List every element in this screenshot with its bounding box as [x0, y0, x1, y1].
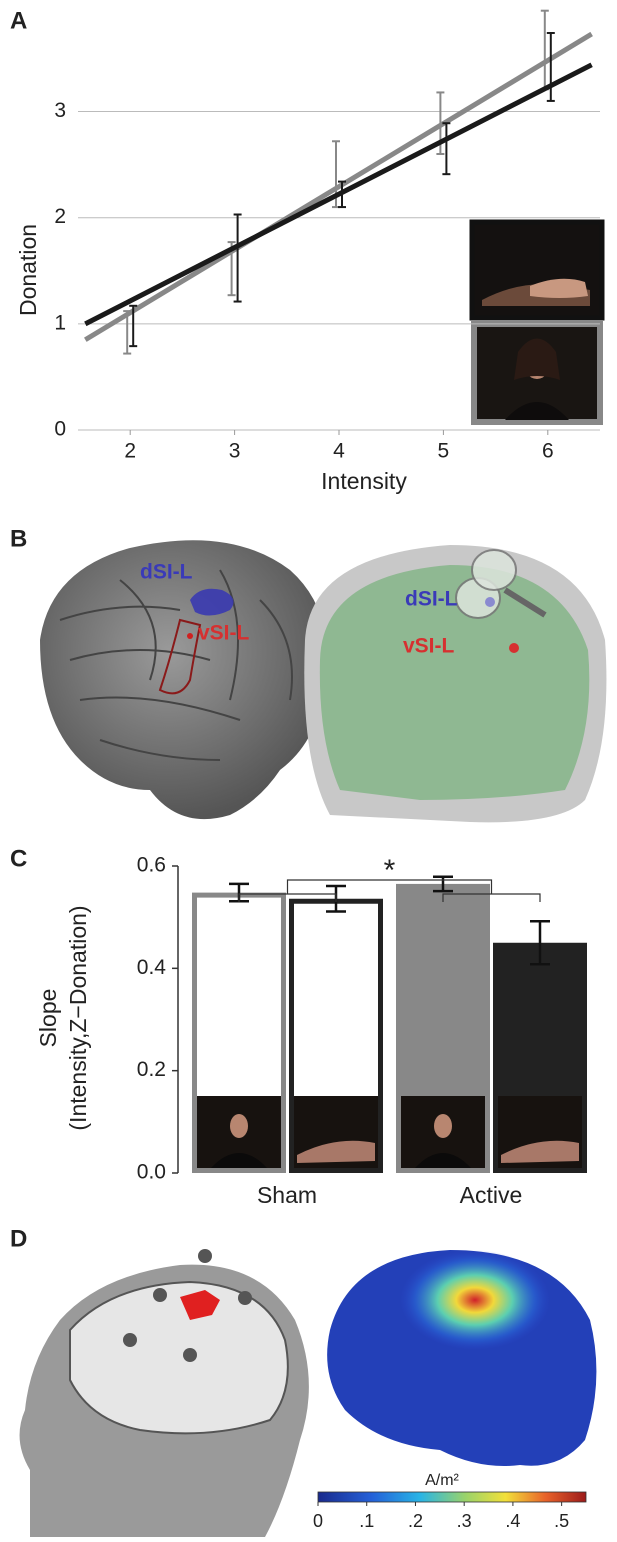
panel-label: B [10, 525, 27, 552]
inset-hand [469, 219, 605, 321]
thumbnail-face [230, 1114, 248, 1138]
error-bar [233, 213, 242, 303]
y-tick-label: 2 [54, 205, 66, 228]
region-label: dSI-L [140, 561, 193, 584]
colorbar-tick-label: .4 [505, 1511, 520, 1531]
error-bar [530, 920, 550, 966]
fit-line [84, 62, 593, 327]
error-bar [540, 9, 549, 91]
thumbnail-body [211, 1153, 267, 1168]
error-bar [442, 122, 451, 176]
inset-face [471, 321, 603, 425]
region-label: vSI-L [198, 622, 250, 645]
y-tick-label: 0.2 [137, 1058, 166, 1081]
bracket [286, 879, 493, 894]
x-tick-label: 2 [124, 440, 136, 463]
panel-label: C [10, 845, 27, 872]
thumbnail-hand [297, 1140, 375, 1163]
field-map [327, 1250, 597, 1466]
y-axis-label: Donation [15, 224, 41, 316]
y-tick-label: 0.4 [137, 956, 167, 979]
panel-label: D [10, 1225, 27, 1252]
fit-line [84, 31, 593, 342]
error-bar [129, 304, 138, 348]
y-tick-label: 0.6 [137, 854, 166, 877]
x-axis-label: Intensity [321, 468, 407, 494]
y-tick-label: 1 [54, 311, 66, 334]
colorbar-tick-label: .1 [359, 1511, 374, 1531]
y-axis-label: (Intensity,Z−Donation) [65, 905, 91, 1130]
y-tick-label: 0.0 [137, 1161, 166, 1184]
error-bar [433, 875, 453, 893]
thumbnail-hand [501, 1140, 579, 1163]
colorbar-tick-label: .5 [554, 1511, 569, 1531]
head-model [19, 1249, 309, 1537]
thumbnail-body [415, 1153, 471, 1168]
x-tick-label: 4 [333, 440, 345, 463]
region-label: dSI-L [405, 588, 458, 611]
x-tick-label: 3 [229, 440, 241, 463]
colorbar-label: A/m² [425, 1472, 459, 1489]
significance: * [384, 854, 396, 887]
y-axis-label: Slope [35, 989, 61, 1048]
brain-surface [40, 540, 327, 820]
y-tick-label: 0 [54, 418, 66, 441]
x-tick-label: Active [460, 1182, 523, 1208]
x-tick-label: 5 [438, 440, 450, 463]
colorbar-tick-label: 0 [313, 1511, 323, 1531]
thumbnail-face [434, 1114, 452, 1138]
panel-label: A [10, 7, 27, 34]
head-slice [304, 545, 607, 823]
colorbar-tick-label: .3 [457, 1511, 472, 1531]
x-tick-label: Sham [257, 1182, 317, 1208]
colorbar [317, 1491, 587, 1503]
y-tick-label: 3 [54, 99, 66, 122]
x-tick-label: 6 [542, 440, 554, 463]
colorbar-tick-label: .2 [408, 1511, 423, 1531]
region-label: vSI-L [403, 635, 455, 658]
error-bar [546, 31, 555, 102]
